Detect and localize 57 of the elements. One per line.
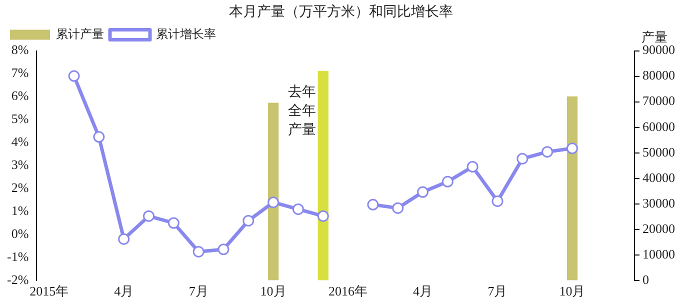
- y-tick-label: 8%: [11, 42, 29, 58]
- point: [492, 195, 504, 207]
- point: [68, 70, 80, 82]
- y2-tick-label: 70000: [642, 93, 675, 108]
- y-tick-label: 2%: [11, 180, 29, 195]
- y-tick-label: 1%: [11, 202, 29, 218]
- point: [542, 146, 554, 158]
- chart-title: 本月产量（万平方米）和同比增长率: [229, 4, 453, 20]
- point: [442, 176, 454, 188]
- x-tick-label: 2016年: [328, 284, 368, 299]
- y2-tick-label: 10000: [642, 246, 675, 262]
- y2-tick-label: 40000: [642, 170, 675, 185]
- bar: [318, 70, 328, 280]
- x-tick-label: 2015年: [30, 284, 69, 299]
- y-tick-label: 5%: [11, 111, 29, 126]
- legend-label: 累计产量: [56, 26, 104, 41]
- y-tick-label: 4%: [11, 134, 29, 150]
- point: [392, 202, 404, 214]
- y-tick-label: 7%: [11, 65, 29, 80]
- y-tick-label: 0%: [11, 226, 29, 241]
- y-tick-label: -2%: [6, 272, 29, 287]
- y2-tick-label: 20000: [642, 220, 675, 236]
- point: [242, 214, 254, 226]
- point: [143, 210, 155, 222]
- point: [118, 233, 130, 245]
- y2-tick-label: 0: [642, 272, 649, 287]
- point: [466, 161, 478, 172]
- point: [168, 217, 180, 229]
- y2-tick-label: 50000: [642, 144, 675, 160]
- y2-tick-label: 60000: [642, 118, 675, 134]
- point: [367, 198, 379, 210]
- x-tick-label: 4月: [114, 284, 134, 299]
- point: [218, 244, 230, 256]
- y2-tick-label: 30000: [642, 195, 675, 210]
- point: [417, 186, 429, 198]
- bar: [268, 102, 279, 280]
- y2-tick-label: 90000: [642, 42, 675, 58]
- y-tick-label: 6%: [11, 88, 29, 104]
- x-tick-label: 10月: [260, 284, 286, 299]
- x-tick-label: 7月: [188, 284, 208, 299]
- legend-label: 累计增长率: [156, 26, 216, 41]
- annotation: 去年全年产量: [288, 84, 316, 138]
- y2-tick-label: 80000: [642, 68, 675, 83]
- y-tick-label: -1%: [6, 248, 29, 264]
- point: [268, 196, 280, 208]
- x-tick-label: 10月: [559, 284, 586, 299]
- y2-axis-title: 产量: [642, 30, 668, 45]
- point: [93, 131, 105, 143]
- point: [516, 152, 528, 164]
- bar: [566, 96, 578, 280]
- point: [566, 142, 578, 154]
- point: [192, 246, 204, 258]
- y-tick-label: 3%: [11, 157, 29, 172]
- x-tick-label: 7月: [488, 284, 508, 299]
- x-tick-label: 4月: [413, 284, 433, 299]
- point: [317, 210, 329, 222]
- point: [292, 203, 304, 215]
